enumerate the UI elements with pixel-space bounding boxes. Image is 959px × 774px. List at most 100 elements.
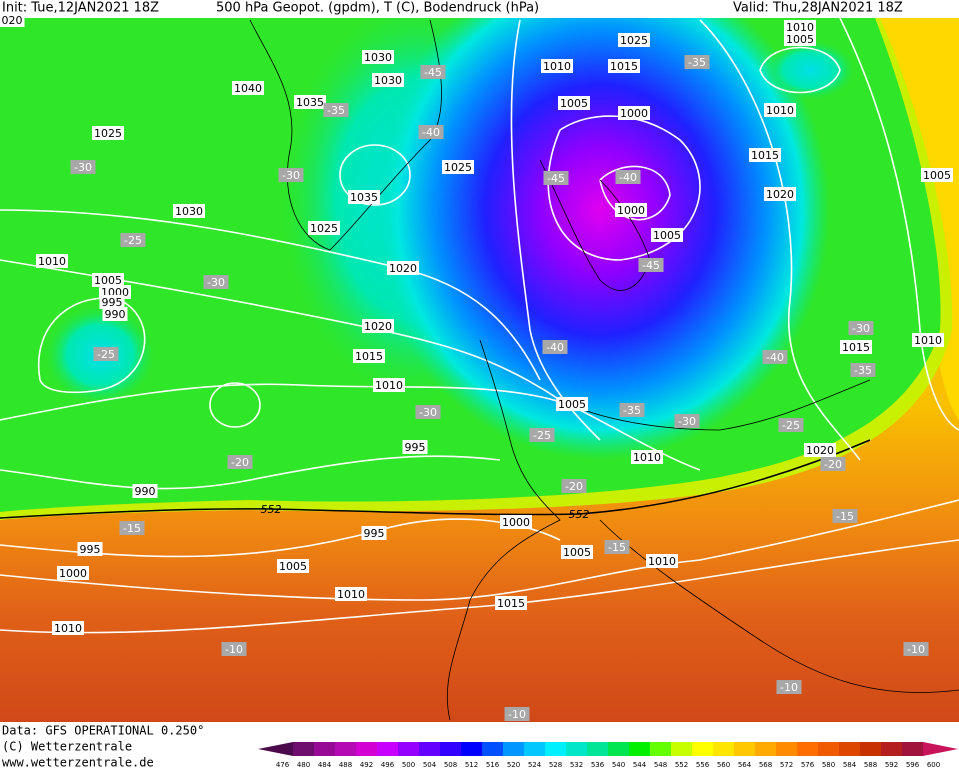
isotherm-label: -15 — [604, 540, 630, 554]
isobar-label-box — [442, 160, 474, 174]
isotherm-label: -40 — [542, 340, 568, 354]
isobar-label-box — [361, 526, 387, 540]
isobar-label-text: 1015 — [355, 350, 383, 363]
isotherm-label: -35 — [684, 55, 710, 69]
isobar-label: 1005 — [558, 96, 590, 110]
isobar-label-box — [372, 73, 404, 87]
colorbar-swatch — [902, 742, 924, 756]
isobar-label-box — [373, 378, 405, 392]
isotherm-label-text: -40 — [619, 171, 637, 184]
isotherm-label-text: -30 — [207, 276, 225, 289]
isobar-label-box — [558, 96, 590, 110]
isobar-label-box — [912, 333, 944, 347]
isobar-label-box — [764, 187, 796, 201]
isobar-label: 1005 — [784, 32, 816, 46]
isotherm-label-box — [684, 55, 710, 69]
isotherm-label: -30 — [70, 160, 96, 174]
isotherm-label-box — [778, 418, 804, 432]
contour-552 — [0, 439, 871, 519]
height-contour-label-text: 552 — [261, 503, 282, 516]
colorbar-label: 500 — [402, 761, 415, 769]
isobar-label: 1040 — [232, 81, 264, 95]
isotherm-label-box — [762, 350, 788, 364]
isotherm-label-text: -35 — [623, 404, 641, 417]
isobar-label-text: 1005 — [558, 398, 586, 411]
isobar-label-text: 995 — [405, 441, 426, 454]
isobar-label-text: 1015 — [610, 60, 638, 73]
colorbar: 476 480 484 488 492 496 500 504 508 512 516 520 524 5… — [258, 742, 958, 769]
isobar-label: 1020 — [362, 319, 394, 333]
isobar-label-box — [495, 596, 527, 610]
isobar-label: 1025 — [618, 33, 650, 47]
map-title: 500 hPa Geopot. (gpdm), T (C), Bodendruc… — [216, 1, 539, 16]
isobar-label-box — [294, 95, 326, 109]
isobar-label-text: 1025 — [620, 34, 648, 47]
isobar-label-box — [631, 450, 663, 464]
isobar-label-box — [132, 484, 158, 498]
isotherm-label-text: -30 — [282, 169, 300, 182]
cold-pool — [765, 40, 855, 100]
isobar-label-text: 1015 — [751, 149, 779, 162]
isobar-label-box — [921, 168, 953, 182]
isotherm-label-box — [542, 340, 568, 354]
isobar-label: 1025 — [442, 160, 474, 174]
isotherm-label: -20 — [820, 457, 846, 471]
isotherm-label-box — [93, 347, 119, 361]
isotherm-label-text: -20 — [231, 456, 249, 469]
colorbar-label: 528 — [549, 761, 562, 769]
isobar-label-text: 1010 — [633, 451, 661, 464]
isobar-label: 1005 — [556, 397, 588, 411]
isobar-label-text: 1030 — [374, 74, 402, 87]
colorbar-label: 580 — [822, 761, 835, 769]
isobar-label-text: 1000 — [620, 107, 648, 120]
isobar-label: 1010 — [52, 621, 84, 635]
isobar-label: 1015 — [353, 349, 385, 363]
isotherm-label-box — [850, 363, 876, 377]
isotherm-label: -35 — [619, 403, 645, 417]
isotherm-label-text: -10 — [907, 643, 925, 656]
colorbar-label: 588 — [864, 761, 877, 769]
isobar-label: 1015 — [495, 596, 527, 610]
isobar-label: 020 — [0, 13, 25, 27]
isotherm-label-box — [615, 170, 641, 184]
isobar-label: 1010 — [373, 378, 405, 392]
isobar-label-box — [561, 545, 593, 559]
isotherm-label: -20 — [561, 479, 587, 493]
isobar-label-text: 1025 — [94, 127, 122, 140]
isobar-label-text: 1020 — [389, 262, 417, 275]
isobar-label-text: 1020 — [766, 188, 794, 201]
isobar-label: 990 — [102, 307, 128, 321]
isobar-label-text: 1035 — [296, 96, 324, 109]
isotherm-label-text: -40 — [766, 351, 784, 364]
isobar-label-text: 1010 — [766, 104, 794, 117]
isobar-label: 995 — [402, 440, 428, 454]
isobar-label: 995 — [77, 542, 103, 556]
isobar-label-text: 1030 — [175, 205, 203, 218]
isotherm-label: -45 — [638, 258, 664, 272]
isotherm-label-box — [203, 275, 229, 289]
isobar-label-box — [764, 103, 796, 117]
isotherm-label-text: -15 — [123, 522, 141, 535]
isobar-label: 1020 — [764, 187, 796, 201]
map-area — [0, 18, 959, 722]
isotherm-label: -40 — [762, 350, 788, 364]
colorbar-swatch — [755, 742, 777, 756]
colorbar-swatch — [293, 742, 315, 756]
isotherm-label: -15 — [832, 509, 858, 523]
isobar-label-text: 995 — [102, 296, 123, 309]
isobar-label-text: 1020 — [806, 444, 834, 457]
isotherm-label: -45 — [543, 171, 569, 185]
colorbar-label: 544 — [633, 761, 647, 769]
isobar-label-box — [102, 307, 128, 321]
isobar-label-box — [0, 13, 25, 27]
isotherm-label-text: -25 — [97, 348, 115, 361]
isotherm-label-box — [776, 680, 802, 694]
colorbar-label: 596 — [906, 761, 920, 769]
isotherm-label-text: -45 — [547, 172, 565, 185]
isotherm-label-text: -40 — [546, 341, 564, 354]
isobar-label-box — [500, 515, 532, 529]
isotherm-label-text: -10 — [508, 708, 526, 721]
valid-time: Valid: Thu,28JAN2021 18Z — [733, 1, 903, 16]
isotherm-label: -25 — [120, 233, 146, 247]
isotherm-label-box — [504, 707, 530, 721]
